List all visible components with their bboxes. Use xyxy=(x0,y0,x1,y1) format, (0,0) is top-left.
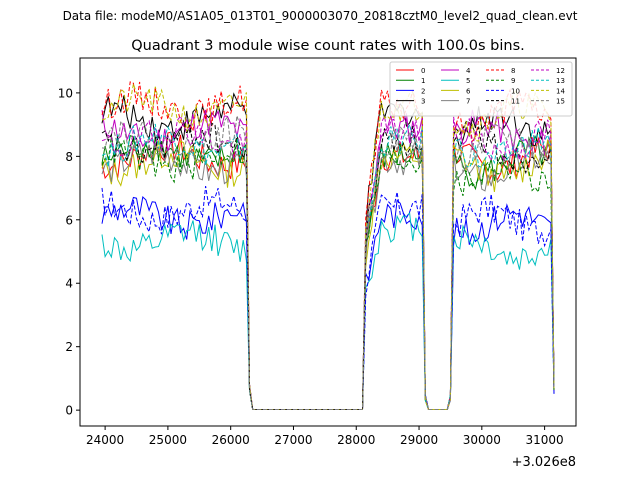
figure-suptitle: Data file: modeM0/AS1A05_013T01_90000030… xyxy=(63,9,578,23)
legend-box xyxy=(389,61,573,117)
x-tick-label: 26000 xyxy=(212,433,250,447)
plot-lines xyxy=(101,81,555,410)
x-tick-label: 29000 xyxy=(400,433,438,447)
legend-label-11: 11 xyxy=(511,98,520,106)
legend-label-1: 1 xyxy=(421,77,425,85)
y-tick-label: 4 xyxy=(65,277,73,291)
legend-label-10: 10 xyxy=(511,87,520,95)
x-tick-label: 27000 xyxy=(274,433,312,447)
legend-label-4: 4 xyxy=(466,67,471,75)
legend-label-3: 3 xyxy=(421,98,425,106)
y-tick-label: 8 xyxy=(65,150,73,164)
series-line-11 xyxy=(101,119,555,410)
legend-label-9: 9 xyxy=(511,77,515,85)
x-tick-label: 24000 xyxy=(86,433,124,447)
series-line-12 xyxy=(101,114,555,410)
legend-label-2: 2 xyxy=(421,87,425,95)
x-tick-label: 31000 xyxy=(526,433,564,447)
x-tick-label: 28000 xyxy=(337,433,375,447)
y-axis: 0 2 4 6 8 10 xyxy=(58,86,80,418)
legend-label-14: 14 xyxy=(556,87,565,95)
legend-label-8: 8 xyxy=(511,67,515,75)
legend-label-15: 15 xyxy=(556,98,565,106)
y-tick-label: 10 xyxy=(58,86,73,100)
series-line-14 xyxy=(101,83,555,410)
legend-label-13: 13 xyxy=(556,77,565,85)
series-line-15 xyxy=(101,115,555,410)
x-axis: 24000 25000 26000 27000 28000 29000 30000 31000 xyxy=(86,426,564,447)
legend-label-6: 6 xyxy=(466,87,471,95)
y-tick-label: 0 xyxy=(65,404,73,418)
legend-label-5: 5 xyxy=(466,77,470,85)
y-tick-label: 6 xyxy=(65,213,73,227)
legend-label-0: 0 xyxy=(421,67,425,75)
x-axis-offset-label: +3.026e8 xyxy=(512,455,576,470)
x-tick-label: 30000 xyxy=(463,433,501,447)
series-line-13 xyxy=(101,123,555,410)
y-tick-label: 2 xyxy=(65,340,73,354)
series-line-10 xyxy=(101,186,555,410)
legend-label-7: 7 xyxy=(466,98,470,106)
chart-title: Quadrant 3 module wise count rates with … xyxy=(131,38,525,54)
x-tick-label: 25000 xyxy=(149,433,187,447)
legend-label-12: 12 xyxy=(556,67,565,75)
plot-area-frame xyxy=(79,57,577,427)
